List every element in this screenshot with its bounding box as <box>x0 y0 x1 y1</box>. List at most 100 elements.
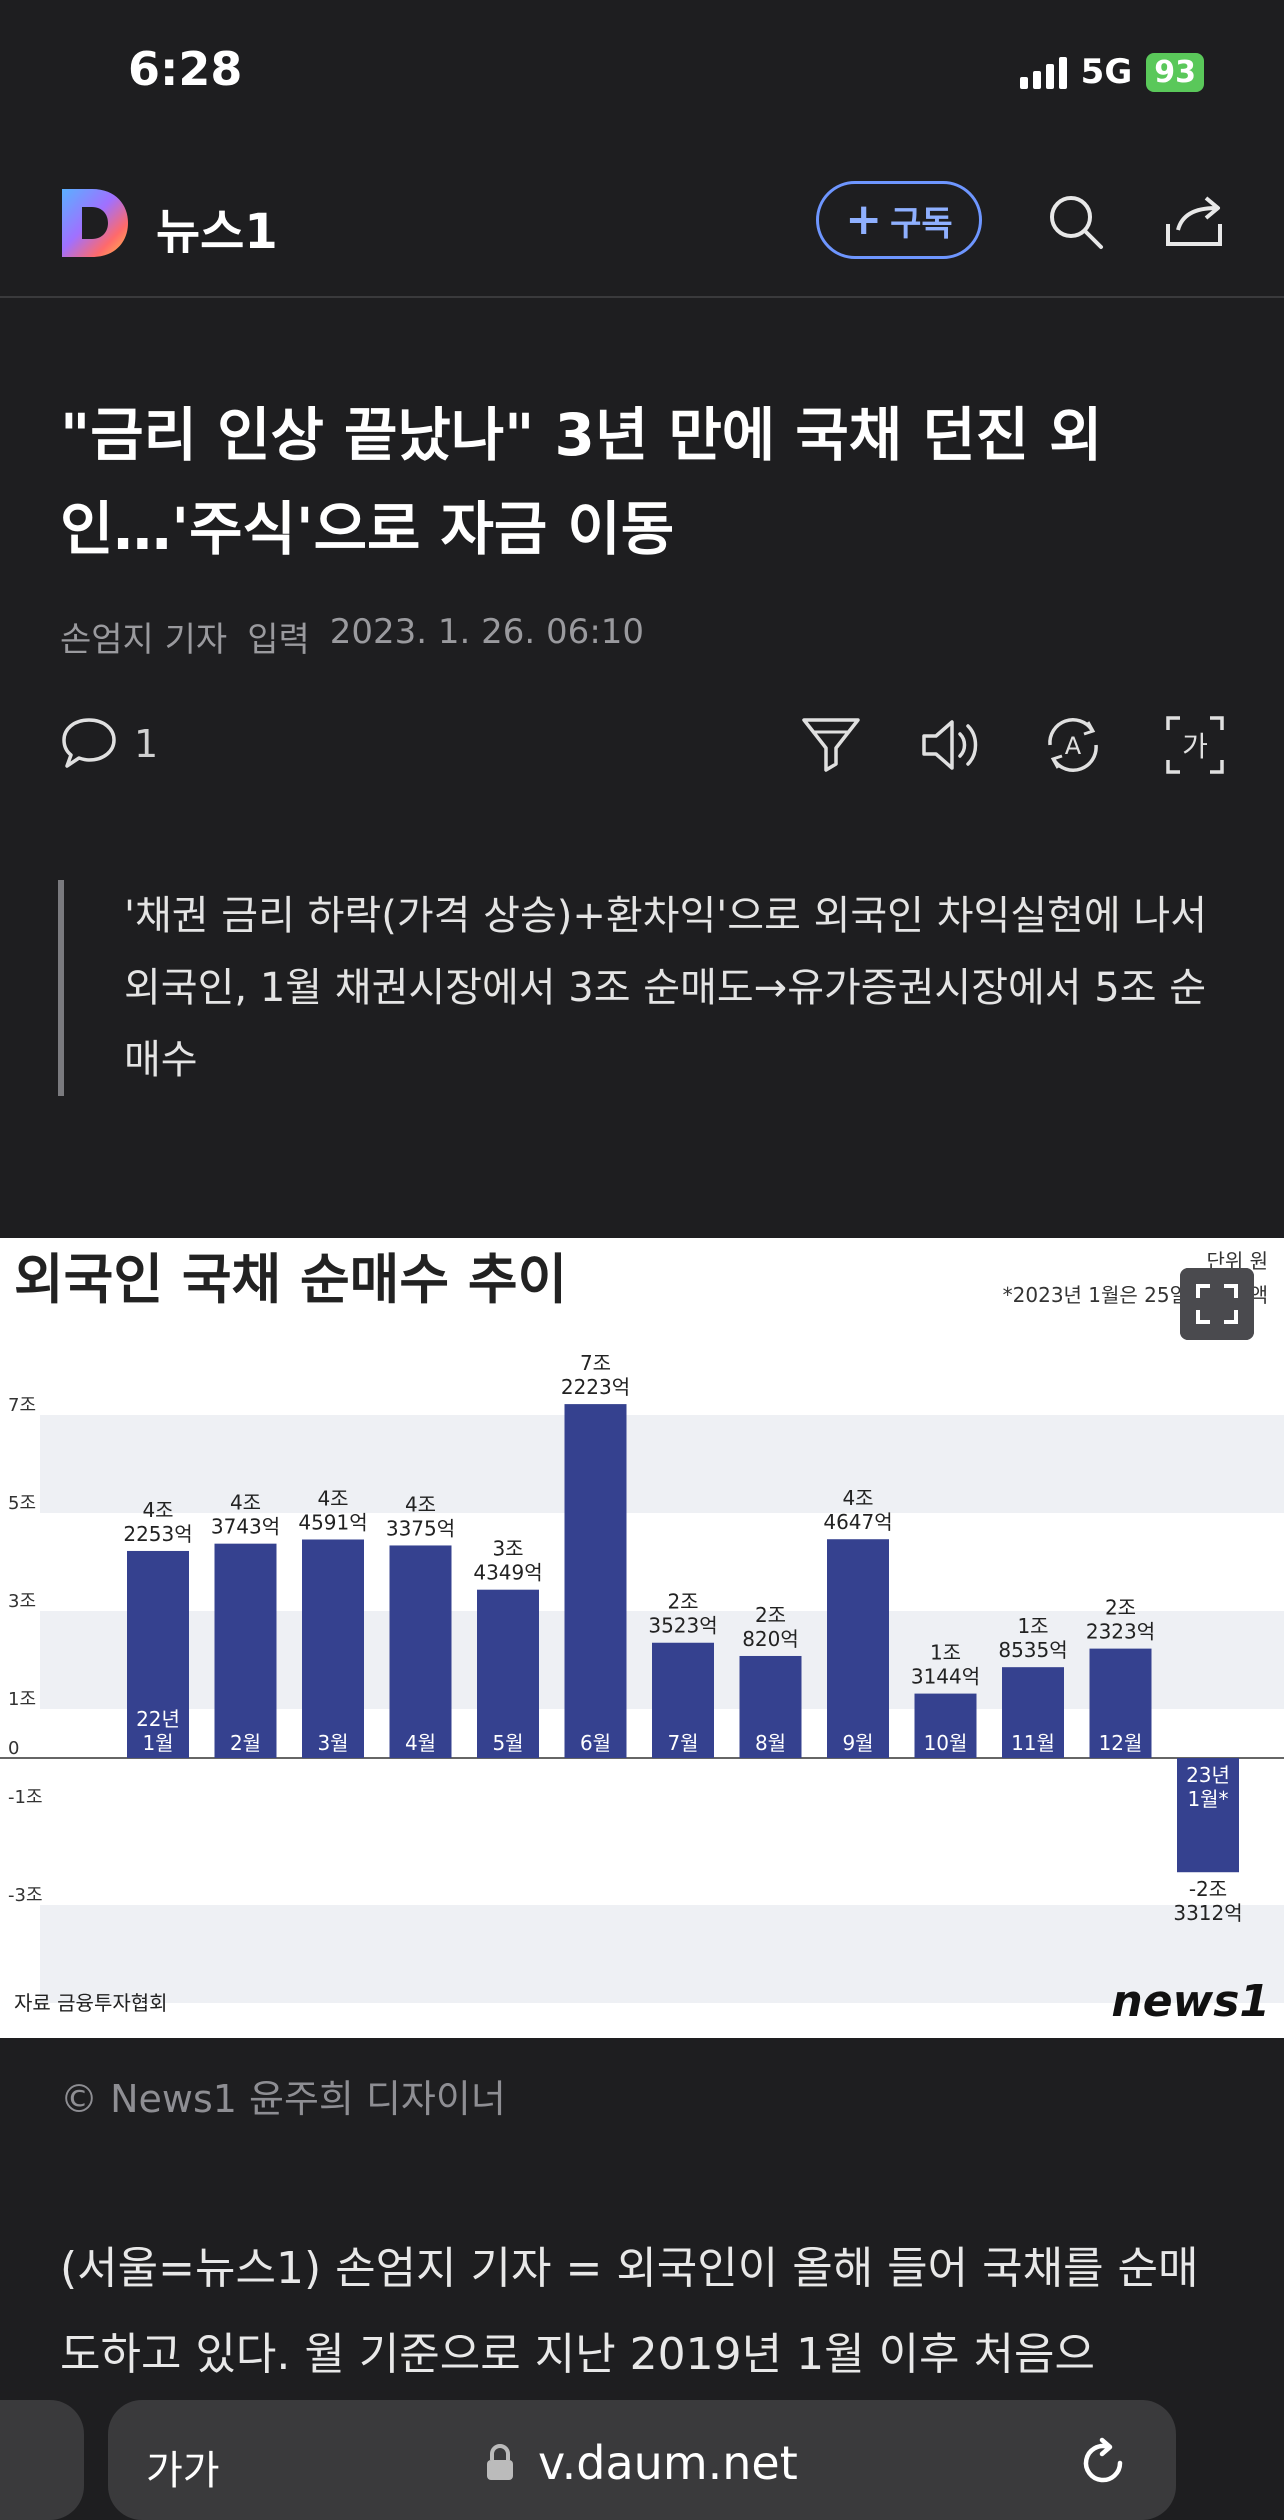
value-label: 3375억 <box>386 1516 455 1540</box>
plus-icon: + <box>845 194 883 245</box>
article-headline: "금리 인상 끝났나" 3년 만에 국채 던진 외인…'주식'으로 자금 이동 <box>60 401 1103 563</box>
news1-logo: news1 <box>1111 1976 1270 2027</box>
value-label: 8535억 <box>998 1638 1067 1662</box>
y-tick-label: 5조 <box>8 1493 36 1514</box>
value-label: 4647억 <box>823 1510 892 1534</box>
date-label: 입력 <box>247 620 310 660</box>
value-label: 4349억 <box>473 1561 542 1585</box>
publish-date: 2023. 1. 26. 06:10 <box>329 612 645 652</box>
category-label: 1월* <box>1187 1787 1228 1811</box>
summary-filter-icon[interactable] <box>798 712 864 778</box>
value-label: 2253억 <box>123 1522 192 1546</box>
browser-bottom-bar: 가가 v.daum.net <box>0 2396 1284 2520</box>
value-label: 3312억 <box>1173 1901 1242 1925</box>
bar <box>1089 1648 1152 1758</box>
value-label: 4591억 <box>298 1511 367 1535</box>
summary-line: '채권 금리 하락(가격 상승)+환차익'으로 외국인 차익실현에 나서 <box>124 893 1208 939</box>
search-icon[interactable] <box>1044 190 1108 254</box>
category-label: 8월 <box>755 1731 786 1755</box>
value-label: 4조 <box>317 1487 348 1511</box>
author[interactable]: 손엄지 기자 <box>60 620 228 660</box>
text-size-button[interactable]: 가가 <box>146 2448 220 2494</box>
svg-text:A: A <box>1065 732 1082 760</box>
category-label: 11월 <box>1011 1731 1055 1755</box>
category-label: 10월 <box>924 1731 968 1755</box>
category-label: 6월 <box>580 1731 611 1755</box>
reload-icon[interactable] <box>1076 2436 1130 2490</box>
lock-icon <box>487 2444 513 2480</box>
category-label: 23년 <box>1186 1763 1230 1787</box>
share-icon[interactable] <box>1162 190 1226 254</box>
subscribe-button[interactable]: + 구독 <box>816 181 982 259</box>
network-type: 5G <box>1080 52 1133 92</box>
bar <box>827 1539 889 1758</box>
bar-chart: 외국인 국채 순매수 추이 단위 원 *2023년 1월은 25일까지 금액 7… <box>0 1248 1284 2027</box>
daum-logo-icon[interactable] <box>58 185 130 261</box>
signal-icon <box>1019 55 1067 89</box>
tab-switcher-button[interactable] <box>0 2400 84 2520</box>
bar <box>214 1543 277 1758</box>
svg-text:가: 가 <box>1182 730 1208 763</box>
value-label: 7조 <box>580 1351 611 1375</box>
value-label: 4조 <box>405 1492 436 1516</box>
y-tick-label: 1조 <box>8 1689 36 1710</box>
category-label: 22년 <box>136 1707 180 1731</box>
bar <box>1177 1758 1239 1873</box>
category-label: 5월 <box>492 1731 523 1755</box>
category-label: 12월 <box>1099 1731 1143 1755</box>
y-tick-label: 3조 <box>8 1591 36 1612</box>
category-label: 4월 <box>405 1731 436 1755</box>
bar <box>652 1642 714 1758</box>
font-size-icon[interactable]: 가 <box>1162 712 1228 778</box>
y-tick-label: -1조 <box>8 1787 43 1808</box>
grid-band <box>40 1415 1284 1513</box>
category-label: 2월 <box>230 1731 261 1755</box>
value-label: 2223억 <box>561 1375 630 1399</box>
photo-credit: © News1 윤주희 디자이너 <box>60 2077 506 2121</box>
article-summary: '채권 금리 하락(가격 상승)+환차익'으로 외국인 차익실현에 나서 외국인… <box>58 880 1228 1096</box>
value-label: 4조 <box>230 1491 261 1515</box>
expand-icon[interactable] <box>1180 1268 1254 1340</box>
y-tick-label: 7조 <box>8 1395 36 1416</box>
battery-indicator: 93 <box>1146 52 1204 92</box>
infographic-image[interactable]: 외국인 국채 순매수 추이 단위 원 *2023년 1월은 25일까지 금액 7… <box>0 1238 1284 2038</box>
grid-band <box>40 1905 1284 2003</box>
category-label: 7월 <box>667 1731 698 1755</box>
bar <box>302 1539 364 1758</box>
translate-icon[interactable]: A <box>1040 712 1106 778</box>
y-tick-label: -3조 <box>8 1885 43 1906</box>
comment-icon[interactable] <box>58 712 120 774</box>
bar <box>564 1404 627 1758</box>
value-label: 3523억 <box>648 1614 717 1638</box>
bar <box>127 1550 189 1758</box>
value-label: 2조 <box>1105 1596 1136 1620</box>
status-time: 6:28 <box>128 42 243 96</box>
value-label: 3743억 <box>211 1515 280 1539</box>
url-text: v.daum.net <box>538 2436 798 2490</box>
value-label: 1조 <box>1017 1614 1048 1638</box>
comment-count[interactable]: 1 <box>134 722 159 766</box>
summary-line: 외국인, 1월 채권시장에서 3조 순매도→유가증권시장에서 5조 순매수 <box>124 965 1207 1083</box>
chart-source: 자료 금융투자협회 <box>14 1991 168 2015</box>
value-label: -2조 <box>1189 1877 1227 1901</box>
chart-title: 외국인 국채 순매수 추이 <box>14 1248 567 1311</box>
bar <box>477 1589 539 1758</box>
subscribe-label: 구독 <box>890 203 953 244</box>
y-tick-label: 0 <box>8 1738 19 1759</box>
value-label: 820억 <box>742 1627 799 1651</box>
bar <box>389 1545 452 1758</box>
speaker-icon[interactable] <box>918 712 984 778</box>
value-label: 4조 <box>142 1498 173 1522</box>
bar <box>739 1655 802 1758</box>
status-bar: 6:28 5G 93 <box>0 0 1284 150</box>
address-bar[interactable]: 가가 v.daum.net <box>108 2400 1176 2520</box>
article-actions: 1 A 가 <box>58 712 1228 782</box>
status-indicators: 5G 93 <box>1019 52 1204 92</box>
brand-name[interactable]: 뉴스1 <box>156 204 278 260</box>
category-label: 3월 <box>317 1731 348 1755</box>
article-body: (서울=뉴스1) 손엄지 기자 = 외국인이 올해 들어 국채를 순매도하고 있… <box>60 2243 1199 2380</box>
bar <box>914 1693 977 1758</box>
category-label: 1월 <box>142 1731 173 1755</box>
value-label: 3조 <box>492 1537 523 1561</box>
value-label: 2조 <box>755 1603 786 1627</box>
